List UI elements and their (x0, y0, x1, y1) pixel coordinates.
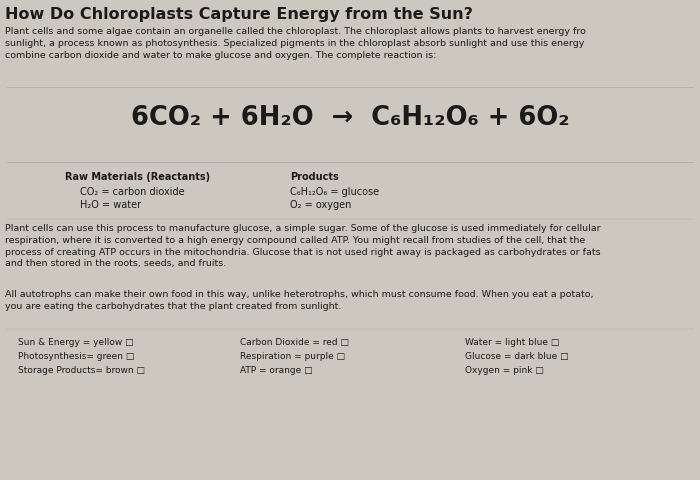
Text: Respiration = purple □: Respiration = purple □ (240, 351, 345, 360)
Text: Carbon Dioxide = red □: Carbon Dioxide = red □ (240, 337, 349, 346)
Text: Storage Products= brown □: Storage Products= brown □ (18, 365, 145, 374)
Text: Raw Materials (Reactants): Raw Materials (Reactants) (65, 172, 210, 181)
Text: Sun & Energy = yellow □: Sun & Energy = yellow □ (18, 337, 134, 346)
Text: H₂O = water: H₂O = water (80, 200, 141, 210)
Text: Oxygen = pink □: Oxygen = pink □ (465, 365, 544, 374)
Text: 6CO₂ + 6H₂O  →  C₆H₁₂O₆ + 6O₂: 6CO₂ + 6H₂O → C₆H₁₂O₆ + 6O₂ (131, 105, 569, 131)
Text: Photosynthesis= green □: Photosynthesis= green □ (18, 351, 134, 360)
Text: C₆H₁₂O₆ = glucose: C₆H₁₂O₆ = glucose (290, 187, 379, 197)
Text: How Do Chloroplasts Capture Energy from the Sun?: How Do Chloroplasts Capture Energy from … (5, 7, 473, 22)
Text: CO₂ = carbon dioxide: CO₂ = carbon dioxide (80, 187, 185, 197)
Text: ATP = orange □: ATP = orange □ (240, 365, 313, 374)
Text: Plant cells can use this process to manufacture glucose, a simple sugar. Some of: Plant cells can use this process to manu… (5, 224, 601, 268)
Text: All autotrophs can make their own food in this way, unlike heterotrophs, which m: All autotrophs can make their own food i… (5, 289, 594, 310)
Text: Glucose = dark blue □: Glucose = dark blue □ (465, 351, 568, 360)
Text: Plant cells and some algae contain an organelle called the chloroplast. The chlo: Plant cells and some algae contain an or… (5, 27, 586, 60)
Text: Products: Products (290, 172, 339, 181)
Text: Water = light blue □: Water = light blue □ (465, 337, 559, 346)
Text: O₂ = oxygen: O₂ = oxygen (290, 200, 351, 210)
